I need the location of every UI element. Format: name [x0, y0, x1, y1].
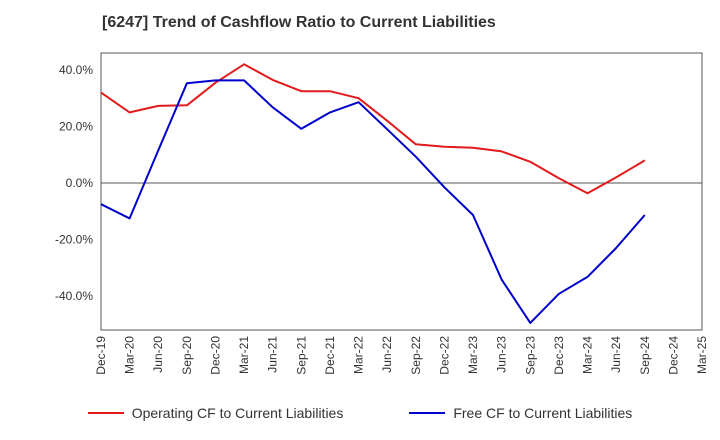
x-tick-label: Mar-22 [352, 336, 366, 374]
series-line-free-cf [100, 79, 646, 324]
x-tick-label: Jun-21 [266, 336, 280, 373]
axes [100, 52, 703, 331]
x-tick-label: Jun-24 [609, 336, 623, 373]
series-lines [100, 63, 646, 324]
legend-label-operating-cf: Operating CF to Current Liabilities [131, 405, 344, 421]
y-tick-label: 0.0% [66, 176, 94, 190]
legend-swatch-free-cf [409, 412, 446, 414]
x-tick-label: Sep-22 [409, 336, 423, 375]
x-tick-label: Sep-21 [294, 336, 308, 375]
x-tick-label: Dec-19 [94, 336, 108, 375]
y-tick-label: -20.0% [55, 233, 93, 247]
x-tick-label: Jun-23 [495, 336, 509, 373]
x-tick-label: Mar-25 [695, 336, 709, 374]
x-tick-label: Jun-20 [151, 336, 165, 373]
legend: Operating CF to Current Liabilities Free… [0, 405, 720, 421]
x-tick-label: Dec-23 [552, 336, 566, 375]
x-tick-label: Dec-20 [208, 336, 222, 375]
y-tick-label: 20.0% [59, 119, 93, 133]
x-tick-label: Dec-24 [666, 336, 680, 375]
x-tick-label: Mar-23 [466, 336, 480, 374]
chart-title: [6247] Trend of Cashflow Ratio to Curren… [102, 14, 496, 31]
legend-item-operating-cf: Operating CF to Current Liabilities [87, 405, 344, 421]
legend-item-free-cf: Free CF to Current Liabilities [409, 405, 632, 421]
series-line-operating-cf [100, 63, 646, 195]
x-tick-label: Mar-21 [237, 336, 251, 374]
x-tick-label: Dec-22 [437, 336, 451, 375]
x-tick-label: Mar-24 [581, 336, 595, 374]
x-tick-label: Sep-23 [523, 336, 537, 375]
y-tick-labels: 40.0% 20.0% 0.0% -20.0% -40.0% [55, 63, 93, 303]
x-tick-label: Dec-21 [323, 336, 337, 375]
legend-label-free-cf: Free CF to Current Liabilities [453, 405, 633, 421]
plot-area [100, 52, 703, 331]
y-tick-label: 40.0% [59, 63, 93, 77]
y-tick-label: -40.0% [55, 289, 93, 303]
x-tick-label: Sep-24 [638, 336, 652, 375]
x-tick-label: Sep-20 [180, 336, 194, 375]
x-tick-labels: Dec-19 Mar-20 Jun-20 Sep-20 Dec-20 Mar-21 Jun-… [94, 336, 709, 375]
legend-swatch-operating-cf [87, 412, 124, 414]
x-tick-label: Jun-22 [380, 336, 394, 373]
x-tick-label: Mar-20 [123, 336, 137, 374]
